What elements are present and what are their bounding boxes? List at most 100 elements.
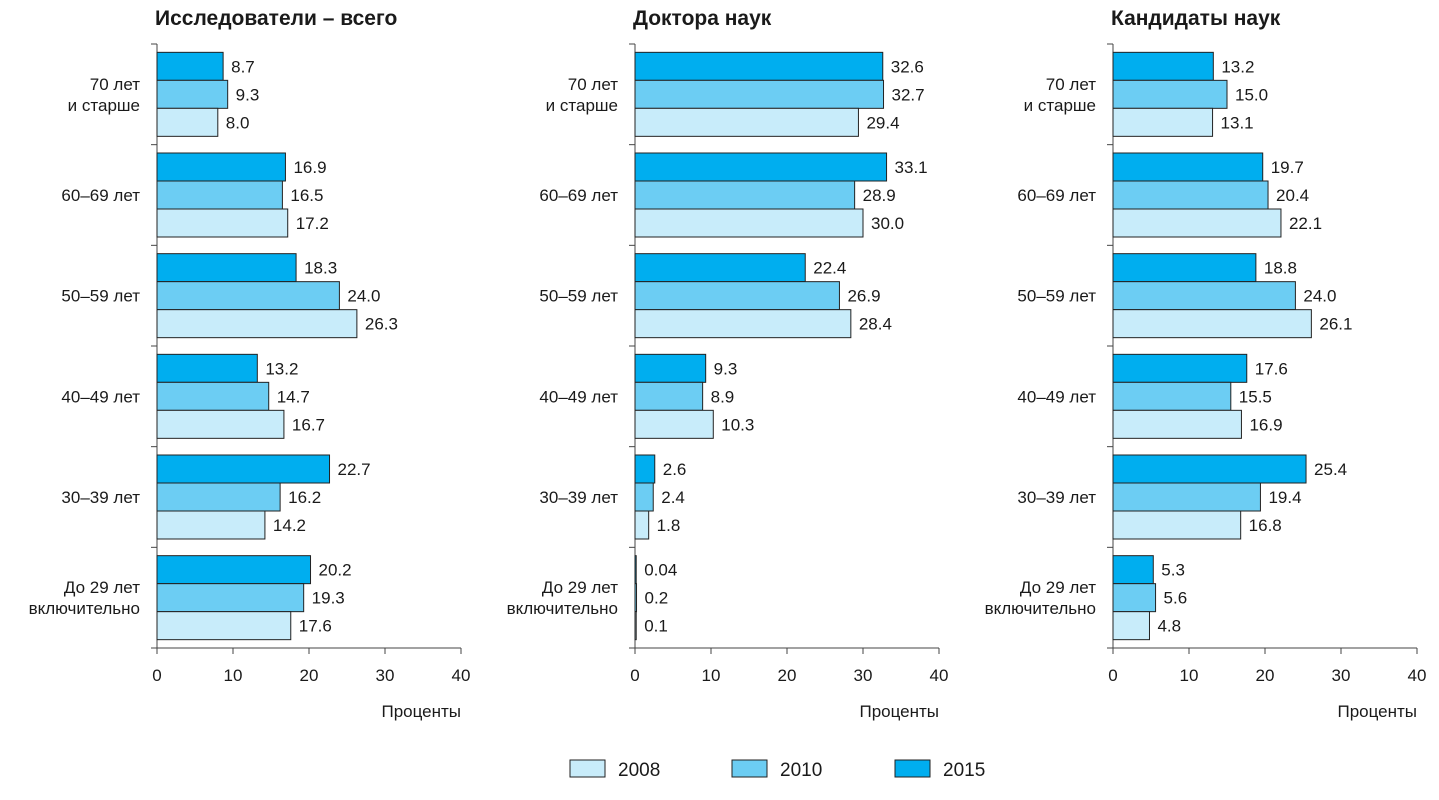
category-label-line: 60–69 лет <box>61 186 140 205</box>
bar-2008 <box>1112 510 1242 540</box>
x-tick-label: 30 <box>376 666 395 685</box>
bar-2010 <box>1112 180 1269 210</box>
category-label: 60–69 лет <box>1017 186 1096 205</box>
bar-2008 <box>156 309 358 339</box>
x-tick-label: 40 <box>1408 666 1427 685</box>
x-tick-label: 40 <box>930 666 949 685</box>
category-label: До 29 лет включительно <box>29 578 141 618</box>
data-label: 32.7 <box>892 85 925 104</box>
category-label-line: 40–49 лет <box>539 387 618 406</box>
data-label: 9.3 <box>714 359 738 378</box>
data-label: 0.1 <box>644 617 668 636</box>
data-label: 8.7 <box>231 57 255 76</box>
bar-2008 <box>634 208 864 238</box>
data-label: 8.9 <box>711 387 735 406</box>
legend-swatch-2010 <box>731 759 768 778</box>
category-label-line: 50–59 лет <box>539 287 618 306</box>
data-label: 0.04 <box>644 561 677 580</box>
category-label-line: 40–49 лет <box>61 387 140 406</box>
bar-2015 <box>1112 152 1264 182</box>
data-label: 16.5 <box>290 186 323 205</box>
data-label: 2.6 <box>663 460 687 479</box>
bar-2015 <box>1112 555 1154 585</box>
bar-2010 <box>156 482 281 512</box>
bar-2015 <box>156 454 331 484</box>
bar-2008 <box>1112 309 1312 339</box>
data-label: 8.0 <box>226 113 250 132</box>
category-label: До 29 лет включительно <box>507 578 619 618</box>
data-label: 26.9 <box>847 287 880 306</box>
bar-2010 <box>634 482 654 512</box>
data-label: 18.8 <box>1264 259 1297 278</box>
data-label: 22.1 <box>1289 214 1322 233</box>
category-label-line: 70 лет <box>90 75 140 94</box>
x-axis-label: Проценты <box>381 702 461 721</box>
bar-2010 <box>156 583 305 613</box>
data-label: 19.3 <box>312 589 345 608</box>
bar-2015 <box>1112 454 1307 484</box>
bar-2008 <box>156 409 285 439</box>
legend-label: 2008 <box>618 760 660 781</box>
bar-2010 <box>1112 79 1228 109</box>
x-tick-label: 40 <box>452 666 471 685</box>
bar-2010 <box>1112 381 1232 411</box>
category-label: 50–59 лет <box>1017 287 1096 306</box>
data-label: 26.1 <box>1319 315 1352 334</box>
bar-2015 <box>156 152 286 182</box>
data-label: 16.8 <box>1249 516 1282 535</box>
bar-2010 <box>634 79 885 109</box>
data-label: 20.2 <box>319 561 352 580</box>
bar-2015 <box>634 353 707 383</box>
data-label: 33.1 <box>895 158 928 177</box>
category-label-line: 50–59 лет <box>1017 287 1096 306</box>
bar-2010 <box>1112 583 1157 613</box>
data-label: 10.3 <box>721 415 754 434</box>
bar-2015 <box>156 555 312 585</box>
category-label-line: 50–59 лет <box>61 287 140 306</box>
bar-2008 <box>1112 409 1242 439</box>
x-tick-label: 10 <box>702 666 721 685</box>
data-label: 13.2 <box>1221 57 1254 76</box>
category-label-line: До 29 лет <box>64 578 140 597</box>
category-label-line: 40–49 лет <box>1017 387 1096 406</box>
category-label-line: 70 лет <box>1046 75 1096 94</box>
bar-2008 <box>634 611 637 641</box>
bar-2015 <box>156 353 258 383</box>
bar-2008 <box>156 107 219 137</box>
category-label: 40–49 лет <box>61 387 140 406</box>
chart-title: Доктора наук <box>633 7 772 30</box>
data-label: 4.8 <box>1157 617 1181 636</box>
category-label: 70 лет и старше <box>1024 75 1097 115</box>
legend-label: 2015 <box>943 760 985 781</box>
x-tick-label: 20 <box>1256 666 1275 685</box>
category-label-line: включительно <box>985 599 1096 618</box>
category-label-line: 60–69 лет <box>1017 186 1096 205</box>
data-label: 2.4 <box>661 488 685 507</box>
data-label: 20.4 <box>1276 186 1309 205</box>
data-label: 19.4 <box>1268 488 1301 507</box>
data-label: 14.2 <box>273 516 306 535</box>
category-label: 30–39 лет <box>61 488 140 507</box>
category-label: 30–39 лет <box>539 488 618 507</box>
data-label: 16.9 <box>1249 415 1282 434</box>
category-label-line: и старше <box>68 96 140 115</box>
category-label: 40–49 лет <box>1017 387 1096 406</box>
category-label: 60–69 лет <box>61 186 140 205</box>
data-label: 18.3 <box>304 259 337 278</box>
data-label: 5.6 <box>1164 589 1188 608</box>
legend-label: 2010 <box>780 760 822 781</box>
bar-2008 <box>634 107 859 137</box>
category-label: 70 лет и старше <box>68 75 141 115</box>
category-label: 70 лет и старше <box>546 75 619 115</box>
chart-title: Кандидаты наук <box>1111 7 1281 30</box>
chart-title: Исследователи – всего <box>155 7 397 30</box>
data-label: 16.9 <box>293 158 326 177</box>
bar-2008 <box>1112 208 1282 238</box>
category-label: До 29 лет включительно <box>985 578 1097 618</box>
data-label: 5.3 <box>1161 561 1185 580</box>
bar-2008 <box>156 611 292 641</box>
category-label-line: и старше <box>1024 96 1096 115</box>
bar-2015 <box>634 454 656 484</box>
data-label: 16.2 <box>288 488 321 507</box>
